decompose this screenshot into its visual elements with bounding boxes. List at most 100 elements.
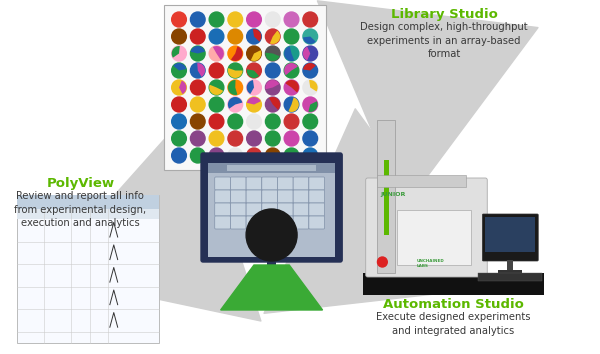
Circle shape	[190, 97, 205, 112]
Wedge shape	[284, 63, 298, 75]
Polygon shape	[221, 265, 323, 310]
Circle shape	[190, 114, 205, 129]
Circle shape	[265, 114, 280, 129]
Bar	[17, 195, 159, 209]
Circle shape	[247, 46, 262, 61]
FancyBboxPatch shape	[262, 190, 277, 203]
Circle shape	[209, 46, 224, 61]
Circle shape	[209, 148, 224, 163]
Circle shape	[247, 63, 262, 78]
Bar	[485, 217, 535, 252]
Text: Design complex, high-throughput
experiments in an array-based
format: Design complex, high-throughput experime…	[361, 22, 528, 59]
FancyBboxPatch shape	[309, 216, 325, 229]
Circle shape	[172, 148, 187, 163]
Circle shape	[265, 29, 280, 44]
Circle shape	[190, 131, 205, 146]
Wedge shape	[251, 50, 262, 61]
Wedge shape	[303, 36, 316, 44]
Text: PolyView: PolyView	[46, 177, 115, 190]
FancyBboxPatch shape	[309, 190, 325, 203]
FancyBboxPatch shape	[246, 177, 262, 190]
Circle shape	[303, 46, 317, 61]
FancyBboxPatch shape	[262, 216, 277, 229]
Circle shape	[209, 80, 224, 95]
Circle shape	[303, 80, 317, 95]
Circle shape	[228, 97, 242, 112]
Circle shape	[265, 97, 280, 112]
Circle shape	[228, 114, 242, 129]
Circle shape	[172, 63, 187, 78]
Wedge shape	[253, 29, 262, 42]
Wedge shape	[265, 63, 273, 78]
Wedge shape	[209, 97, 217, 112]
Circle shape	[303, 148, 317, 163]
Wedge shape	[179, 81, 187, 94]
Circle shape	[190, 46, 205, 61]
Circle shape	[228, 29, 242, 44]
Circle shape	[209, 97, 224, 112]
FancyBboxPatch shape	[215, 177, 230, 190]
Wedge shape	[193, 85, 205, 95]
Circle shape	[284, 12, 299, 27]
Text: Execute designed experiments
and integrated analytics: Execute designed experiments and integra…	[376, 312, 530, 336]
FancyBboxPatch shape	[293, 190, 309, 203]
Circle shape	[228, 131, 242, 146]
FancyBboxPatch shape	[230, 177, 246, 190]
Circle shape	[209, 131, 224, 146]
Circle shape	[209, 12, 224, 27]
FancyBboxPatch shape	[309, 177, 325, 190]
Wedge shape	[303, 47, 310, 60]
Wedge shape	[228, 80, 238, 95]
Wedge shape	[174, 104, 187, 112]
Circle shape	[247, 114, 262, 129]
Circle shape	[190, 148, 205, 163]
Wedge shape	[209, 85, 223, 95]
Circle shape	[172, 131, 187, 146]
Wedge shape	[213, 46, 224, 60]
FancyBboxPatch shape	[277, 177, 293, 190]
Wedge shape	[247, 80, 254, 94]
Circle shape	[190, 63, 205, 78]
FancyBboxPatch shape	[246, 203, 262, 216]
Circle shape	[284, 46, 299, 61]
Wedge shape	[173, 63, 186, 70]
Wedge shape	[284, 36, 299, 44]
Wedge shape	[172, 46, 180, 58]
Bar	[478, 273, 542, 281]
Bar	[164, 5, 326, 170]
Circle shape	[190, 29, 205, 44]
Bar	[498, 270, 521, 275]
Wedge shape	[247, 97, 260, 104]
Circle shape	[284, 80, 299, 95]
Wedge shape	[247, 69, 259, 78]
Circle shape	[209, 29, 224, 44]
Circle shape	[377, 257, 387, 267]
FancyBboxPatch shape	[230, 190, 246, 203]
FancyBboxPatch shape	[262, 177, 277, 190]
Circle shape	[265, 12, 280, 27]
Bar	[208, 163, 335, 257]
FancyBboxPatch shape	[293, 203, 309, 216]
Wedge shape	[191, 46, 205, 53]
Wedge shape	[270, 30, 280, 44]
FancyBboxPatch shape	[201, 153, 342, 262]
Circle shape	[172, 46, 187, 61]
Circle shape	[265, 131, 280, 146]
Wedge shape	[190, 101, 202, 112]
Circle shape	[265, 63, 280, 78]
Wedge shape	[303, 63, 316, 70]
Bar	[250, 278, 293, 285]
FancyBboxPatch shape	[215, 203, 230, 216]
Circle shape	[228, 63, 242, 78]
Wedge shape	[309, 80, 317, 91]
Text: Review and report all info
from experimental design,
execution and analytics: Review and report all info from experime…	[14, 191, 146, 228]
Circle shape	[172, 12, 187, 27]
Circle shape	[284, 148, 299, 163]
Wedge shape	[231, 46, 242, 61]
Circle shape	[247, 131, 262, 146]
FancyBboxPatch shape	[230, 216, 246, 229]
FancyBboxPatch shape	[215, 190, 230, 203]
Text: UNCHAINED
LABS: UNCHAINED LABS	[416, 259, 445, 268]
Circle shape	[190, 12, 205, 27]
Circle shape	[228, 148, 242, 163]
